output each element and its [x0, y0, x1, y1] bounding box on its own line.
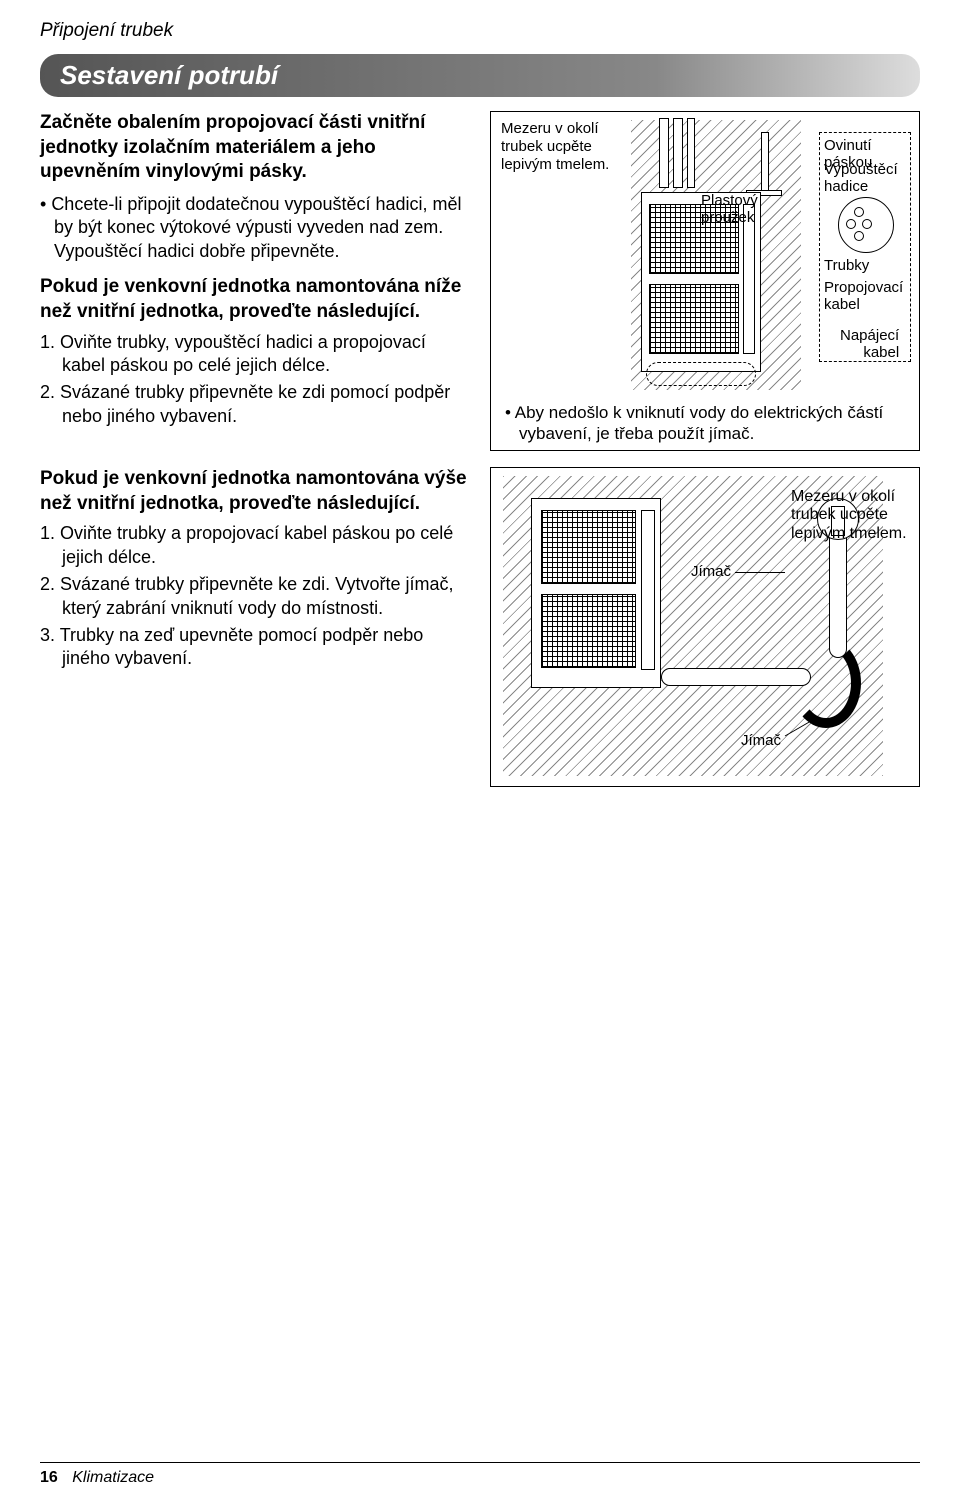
b2-n1: 1. Oviňte trubky a propojovací kabel pás…	[40, 522, 470, 569]
b1-n2: 2. Svázané trubky připevněte ke zdi pomo…	[40, 381, 470, 428]
section-title-bar: Sestavení potrubí	[40, 54, 920, 97]
fig2-note-right: Mezeru v okolí trubek ucpěte lepivým tme…	[791, 488, 911, 543]
fig1-label-prouzek: Plastový proužek	[701, 192, 763, 227]
subhead-2: Pokud je venkovní jednotka namontována v…	[40, 467, 470, 516]
page-number: 16	[40, 1469, 58, 1486]
page-footer: 16 Klimatizace	[40, 1462, 920, 1487]
row-1: Začněte obalením propojovací části vnitř…	[40, 111, 920, 457]
page-header: Připojení trubek	[40, 20, 920, 42]
figure-1: Mezeru v okolí trubek ucpěte lepivým tme…	[490, 111, 920, 451]
fig1-callout-box: Ovinutí páskou Vypouštěcí hadice Trubky …	[819, 132, 911, 362]
fig1-label-trubky: Trubky	[824, 257, 869, 274]
fig1-label-vypousteci: Vypouštěcí hadice	[824, 161, 898, 196]
fig1-label-napajeci: Napájecí kabel	[840, 327, 899, 362]
fig2-label-jimac-1: Jímač	[691, 563, 731, 580]
row2-left: Pokud je venkovní jednotka namontována v…	[40, 467, 470, 787]
row1-left: Začněte obalením propojovací části vnitř…	[40, 111, 470, 457]
subhead-1: Pokud je venkovní jednotka namontována n…	[40, 275, 470, 324]
intro-text: Začněte obalením propojovací části vnitř…	[40, 111, 470, 185]
fig1-label-propojovaci: Propojovací kabel	[824, 279, 903, 314]
b2-n2: 2. Svázané trubky připevněte ke zdi. Vyt…	[40, 573, 470, 620]
row2-right: Jímač Jímač Mezeru v okolí trubek ucpěte…	[490, 467, 920, 787]
b2-n3: 3. Trubky na zeď upevněte pomocí podpěr …	[40, 624, 470, 671]
b1-n1: 1. Oviňte trubky, vypouštěcí hadici a pr…	[40, 331, 470, 378]
fig1-note-top: Mezeru v okolí trubek ucpěte lepivým tme…	[501, 120, 631, 174]
bullet-1: Chcete-li připojit dodatečnou vypouštěcí…	[40, 193, 470, 263]
footer-title: Klimatizace	[72, 1469, 154, 1486]
section-title: Sestavení potrubí	[60, 60, 278, 90]
fig1-caption: Aby nedošlo k vniknutí vody do elektrick…	[493, 396, 913, 445]
fig2-label-jimac-2: Jímač	[741, 732, 781, 749]
row-2: Pokud je venkovní jednotka namontována v…	[40, 467, 920, 787]
figure-2: Jímač Jímač Mezeru v okolí trubek ucpěte…	[490, 467, 920, 787]
row1-right: Mezeru v okolí trubek ucpěte lepivým tme…	[490, 111, 920, 457]
